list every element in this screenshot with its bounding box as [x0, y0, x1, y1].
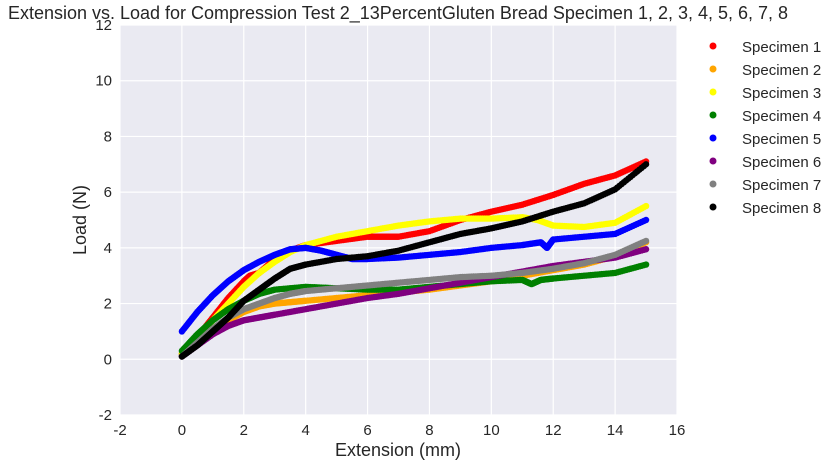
legend-item: Specimen 8: [709, 200, 821, 217]
y-tick-label: 6: [104, 184, 112, 201]
legend-marker: [709, 65, 717, 73]
legend-marker: [709, 88, 717, 96]
data-point: [642, 202, 650, 210]
x-tick-label: -2: [113, 422, 126, 439]
y-tick-label: 4: [104, 240, 112, 257]
legend-marker: [709, 134, 717, 142]
legend-item: Specimen 1: [709, 39, 821, 56]
x-tick-label: 12: [545, 422, 562, 439]
legend-label: Specimen 4: [742, 108, 821, 125]
x-tick-label: 6: [363, 422, 371, 439]
tick-labels: -2 0 2 4 6 8 10 12 14 16 -2 0 2 4 6 8 10 12: [95, 17, 685, 439]
legend-label: Specimen 8: [742, 200, 821, 217]
legend-item: Specimen 4: [709, 108, 821, 125]
legend-item: Specimen 6: [709, 154, 821, 171]
legend-item: Specimen 5: [709, 131, 821, 148]
chart-title: Extension vs. Load for Compression Test …: [8, 3, 788, 24]
data-point: [642, 216, 650, 224]
legend-label: Specimen 7: [742, 177, 821, 194]
series-4: [178, 261, 650, 355]
legend-item: Specimen 2: [709, 62, 821, 79]
legend-label: Specimen 1: [742, 39, 821, 56]
y-tick-label: 2: [104, 296, 112, 313]
x-tick-label: 0: [178, 422, 186, 439]
legend-marker: [709, 157, 717, 165]
y-tick-label: 8: [104, 128, 112, 145]
legend-label: Specimen 6: [742, 154, 821, 171]
x-tick-label: 8: [425, 422, 433, 439]
y-tick-label: 0: [104, 351, 112, 368]
legend-marker: [709, 203, 717, 211]
legend-item: Specimen 7: [709, 177, 821, 194]
data-point: [642, 246, 650, 253]
legend-label: Specimen 2: [742, 62, 821, 79]
x-tick-label: 14: [607, 422, 624, 439]
series-layer: [178, 158, 650, 360]
x-tick-label: 2: [240, 422, 248, 439]
series-8: [178, 161, 650, 360]
legend: Specimen 1 Specimen 2 Specimen 3 Specimen 4…: [709, 39, 821, 217]
y-tick-label: -2: [99, 407, 112, 424]
legend-marker: [709, 180, 717, 188]
data-point: [642, 161, 650, 168]
data-point: [642, 261, 650, 268]
y-tick-label: 10: [95, 73, 112, 90]
plot-area: [120, 25, 677, 415]
legend-label: Specimen 5: [742, 131, 821, 148]
y-tick-label: 12: [95, 17, 112, 34]
legend-marker: [709, 111, 717, 119]
legend-label: Specimen 3: [742, 85, 821, 102]
x-axis-label: Extension (mm): [335, 440, 461, 460]
legend-marker: [709, 42, 717, 50]
legend-item: Specimen 3: [709, 85, 821, 102]
x-tick-label: 10: [483, 422, 500, 439]
x-tick-label: 16: [669, 422, 686, 439]
x-tick-label: 4: [301, 422, 309, 439]
y-axis-label: Load (N): [70, 185, 90, 255]
data-point: [642, 237, 650, 245]
